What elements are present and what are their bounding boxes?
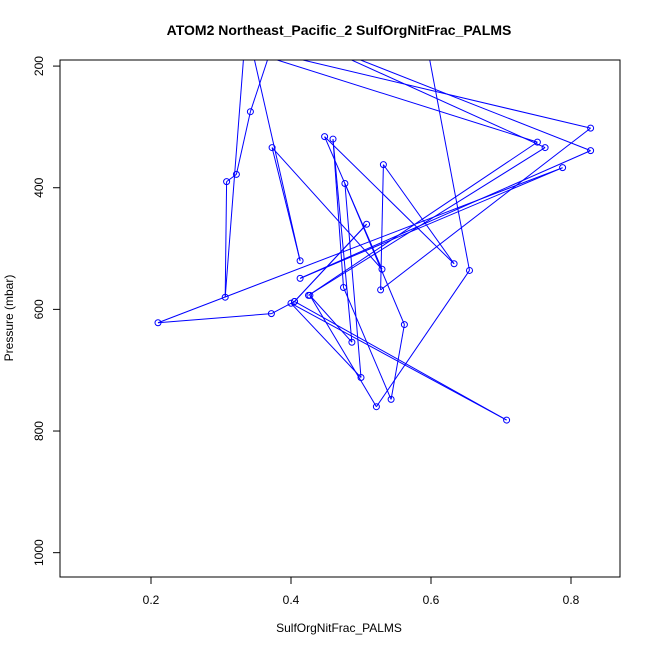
- series-segment: [309, 295, 377, 407]
- data-point: [379, 161, 387, 169]
- series-segment: [343, 287, 392, 400]
- series-segment: [294, 301, 507, 421]
- x-tick-label: 0.4: [283, 593, 300, 607]
- series-segment: [271, 147, 301, 261]
- x-tick-label: 0.6: [423, 593, 440, 607]
- data-point: [377, 286, 385, 294]
- data-point: [587, 124, 595, 132]
- data-point: [357, 373, 365, 381]
- chart-title: ATOM2 Northeast_Pacific_2 SulfOrgNitFrac…: [167, 22, 512, 38]
- y-tick-label: 200: [32, 56, 46, 76]
- data-point: [466, 266, 473, 274]
- data-point: [296, 274, 304, 282]
- data-point: [450, 260, 458, 268]
- data-point: [372, 403, 380, 411]
- data-point: [341, 179, 349, 187]
- series-segment: [253, 60, 301, 261]
- series-segment: [380, 127, 591, 291]
- y-axis: 200 400 600 800 1000: [32, 56, 61, 566]
- series-segment: [375, 270, 470, 407]
- data-point: [329, 135, 337, 143]
- x-axis-label: SulfOrgNitFrac_PALMS: [276, 621, 402, 635]
- series-segment: [332, 139, 353, 343]
- data-point: [287, 299, 295, 307]
- data-point: [340, 283, 347, 291]
- x-axis: 0.2 0.4 0.6 0.8: [143, 576, 580, 607]
- data-point: [246, 108, 254, 116]
- x-tick-label: 0.8: [563, 593, 580, 607]
- series-segment: [299, 150, 591, 279]
- data-point: [296, 257, 304, 265]
- series-segment: [275, 60, 538, 143]
- series-segment: [290, 302, 507, 421]
- series-segment: [344, 183, 362, 378]
- y-tick-label: 600: [32, 299, 46, 319]
- data-point: [378, 265, 386, 273]
- series-segment: [224, 181, 228, 298]
- series-segment: [308, 147, 546, 296]
- data-point: [221, 293, 229, 301]
- series-segment: [249, 60, 269, 112]
- x-tick-label: 0.2: [143, 593, 160, 607]
- y-tick-label: 400: [32, 177, 46, 197]
- data-point: [321, 133, 329, 141]
- series-segment: [324, 136, 455, 265]
- series-segment: [299, 167, 563, 279]
- data-series: [154, 39, 595, 424]
- data-point: [306, 291, 314, 299]
- series-segment: [290, 302, 362, 378]
- series-segment: [344, 183, 405, 325]
- series-segment: [309, 295, 353, 343]
- data-point: [271, 39, 277, 45]
- data-point: [559, 164, 567, 172]
- data-point: [348, 338, 356, 346]
- data-point: [223, 178, 231, 186]
- series-segment: [390, 324, 405, 400]
- data-point: [363, 220, 371, 228]
- data-point: [533, 138, 541, 146]
- series-segment: [332, 139, 344, 288]
- series-segment: [271, 301, 295, 315]
- data-point: [387, 395, 395, 403]
- data-point: [291, 297, 298, 305]
- data-point: [267, 310, 275, 318]
- series-segment: [157, 313, 272, 324]
- data-point: [587, 147, 595, 155]
- series-segment: [224, 60, 244, 298]
- series-segment: [271, 147, 383, 270]
- series-segment: [308, 141, 538, 296]
- series-segment: [157, 167, 563, 324]
- series-segment: [235, 111, 251, 175]
- plot-frame: [59, 59, 621, 578]
- y-tick-label: 1000: [32, 539, 46, 566]
- series-segment: [429, 60, 470, 271]
- y-axis-label: Pressure (mbar): [2, 275, 16, 362]
- y-tick-label: 800: [32, 421, 46, 441]
- data-point: [503, 416, 511, 424]
- data-point: [541, 144, 549, 152]
- data-point: [232, 170, 240, 178]
- data-point: [268, 144, 276, 152]
- series-segment: [350, 60, 546, 149]
- series-segment: [294, 223, 367, 302]
- series-segment: [300, 60, 591, 129]
- series-segment: [382, 164, 455, 265]
- data-point: [400, 321, 408, 329]
- data-point: [154, 319, 162, 327]
- series-segment: [359, 60, 591, 152]
